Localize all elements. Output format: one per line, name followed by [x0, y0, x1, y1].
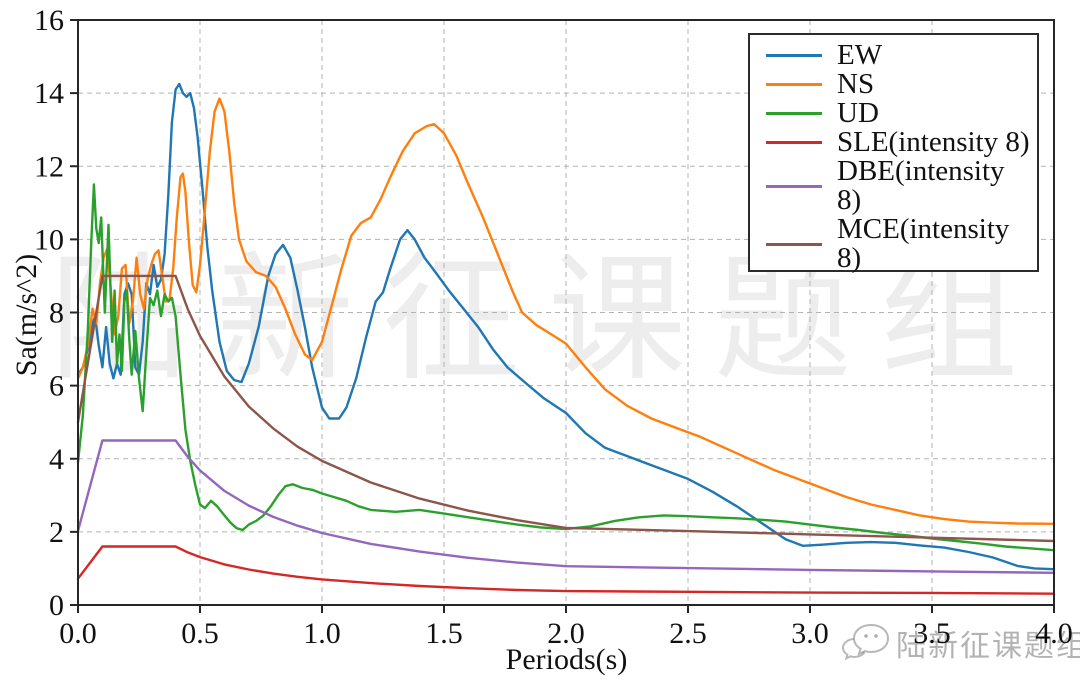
- series-line-NS: [76, 97, 1056, 525]
- y-tick-label: 14: [34, 77, 64, 110]
- y-axis-title: Sa(m/s^2): [10, 253, 43, 377]
- legend-swatch: [766, 184, 822, 188]
- x-tick-label: 3.0: [791, 617, 829, 650]
- legend-item-NS: NS: [766, 70, 1031, 99]
- legend-swatch: [766, 112, 822, 115]
- series-line-DBE(intensity 8): [76, 439, 1056, 574]
- legend-item-SLE(intensity 8): SLE(intensity 8): [766, 128, 1031, 157]
- legend-swatch: [766, 54, 822, 57]
- x-tick-label: 1.5: [425, 617, 463, 650]
- y-tick-label: 10: [34, 223, 64, 256]
- legend-item-DBE(intensity 8): DBE(intensity 8): [766, 157, 1031, 215]
- x-tick-label: 2.0: [547, 617, 585, 650]
- legend-item-MCE(intensity 8): MCE(intensity 8): [766, 215, 1031, 273]
- y-tick-label: 6: [49, 370, 64, 403]
- series-line-EW: [76, 82, 1056, 571]
- x-tick-label: 0.5: [181, 617, 219, 650]
- y-tick-label: 0: [49, 589, 64, 622]
- x-tick-label: 1.0: [303, 617, 341, 650]
- y-tick-label: 16: [34, 4, 64, 37]
- x-tick-label: 0.0: [59, 617, 97, 650]
- series-line-SLE(intensity 8): [76, 545, 1056, 595]
- x-tick-label: 3.5: [913, 617, 951, 650]
- y-tick-label: 12: [34, 150, 64, 183]
- x-tick-label: 4.0: [1035, 617, 1073, 650]
- x-axis-title: Periods(s): [505, 643, 628, 676]
- y-tick-label: 4: [49, 443, 64, 476]
- legend-label: NS: [837, 68, 875, 100]
- legend-label: DBE(intensity 8): [837, 155, 1005, 216]
- legend-label: UD: [837, 97, 879, 129]
- legend-item-EW: EW: [766, 41, 1031, 70]
- legend-label: SLE(intensity 8): [837, 126, 1030, 158]
- legend-swatch: [766, 242, 822, 246]
- legend-label: EW: [837, 39, 883, 71]
- legend-swatch: [766, 141, 822, 144]
- y-tick-label: 8: [49, 297, 64, 330]
- legend-item-UD: UD: [766, 99, 1031, 128]
- series-line-MCE(intensity 8): [76, 274, 1056, 543]
- legend-label: MCE(intensity 8): [837, 213, 1010, 274]
- y-tick-label: 2: [49, 516, 64, 549]
- legend: EW NS UD SLE(intensity 8) DBE(intensity 8) MC…: [748, 33, 1039, 273]
- x-tick-label: 2.5: [669, 617, 707, 650]
- series-line-UD: [76, 183, 1056, 552]
- legend-swatch: [766, 83, 822, 86]
